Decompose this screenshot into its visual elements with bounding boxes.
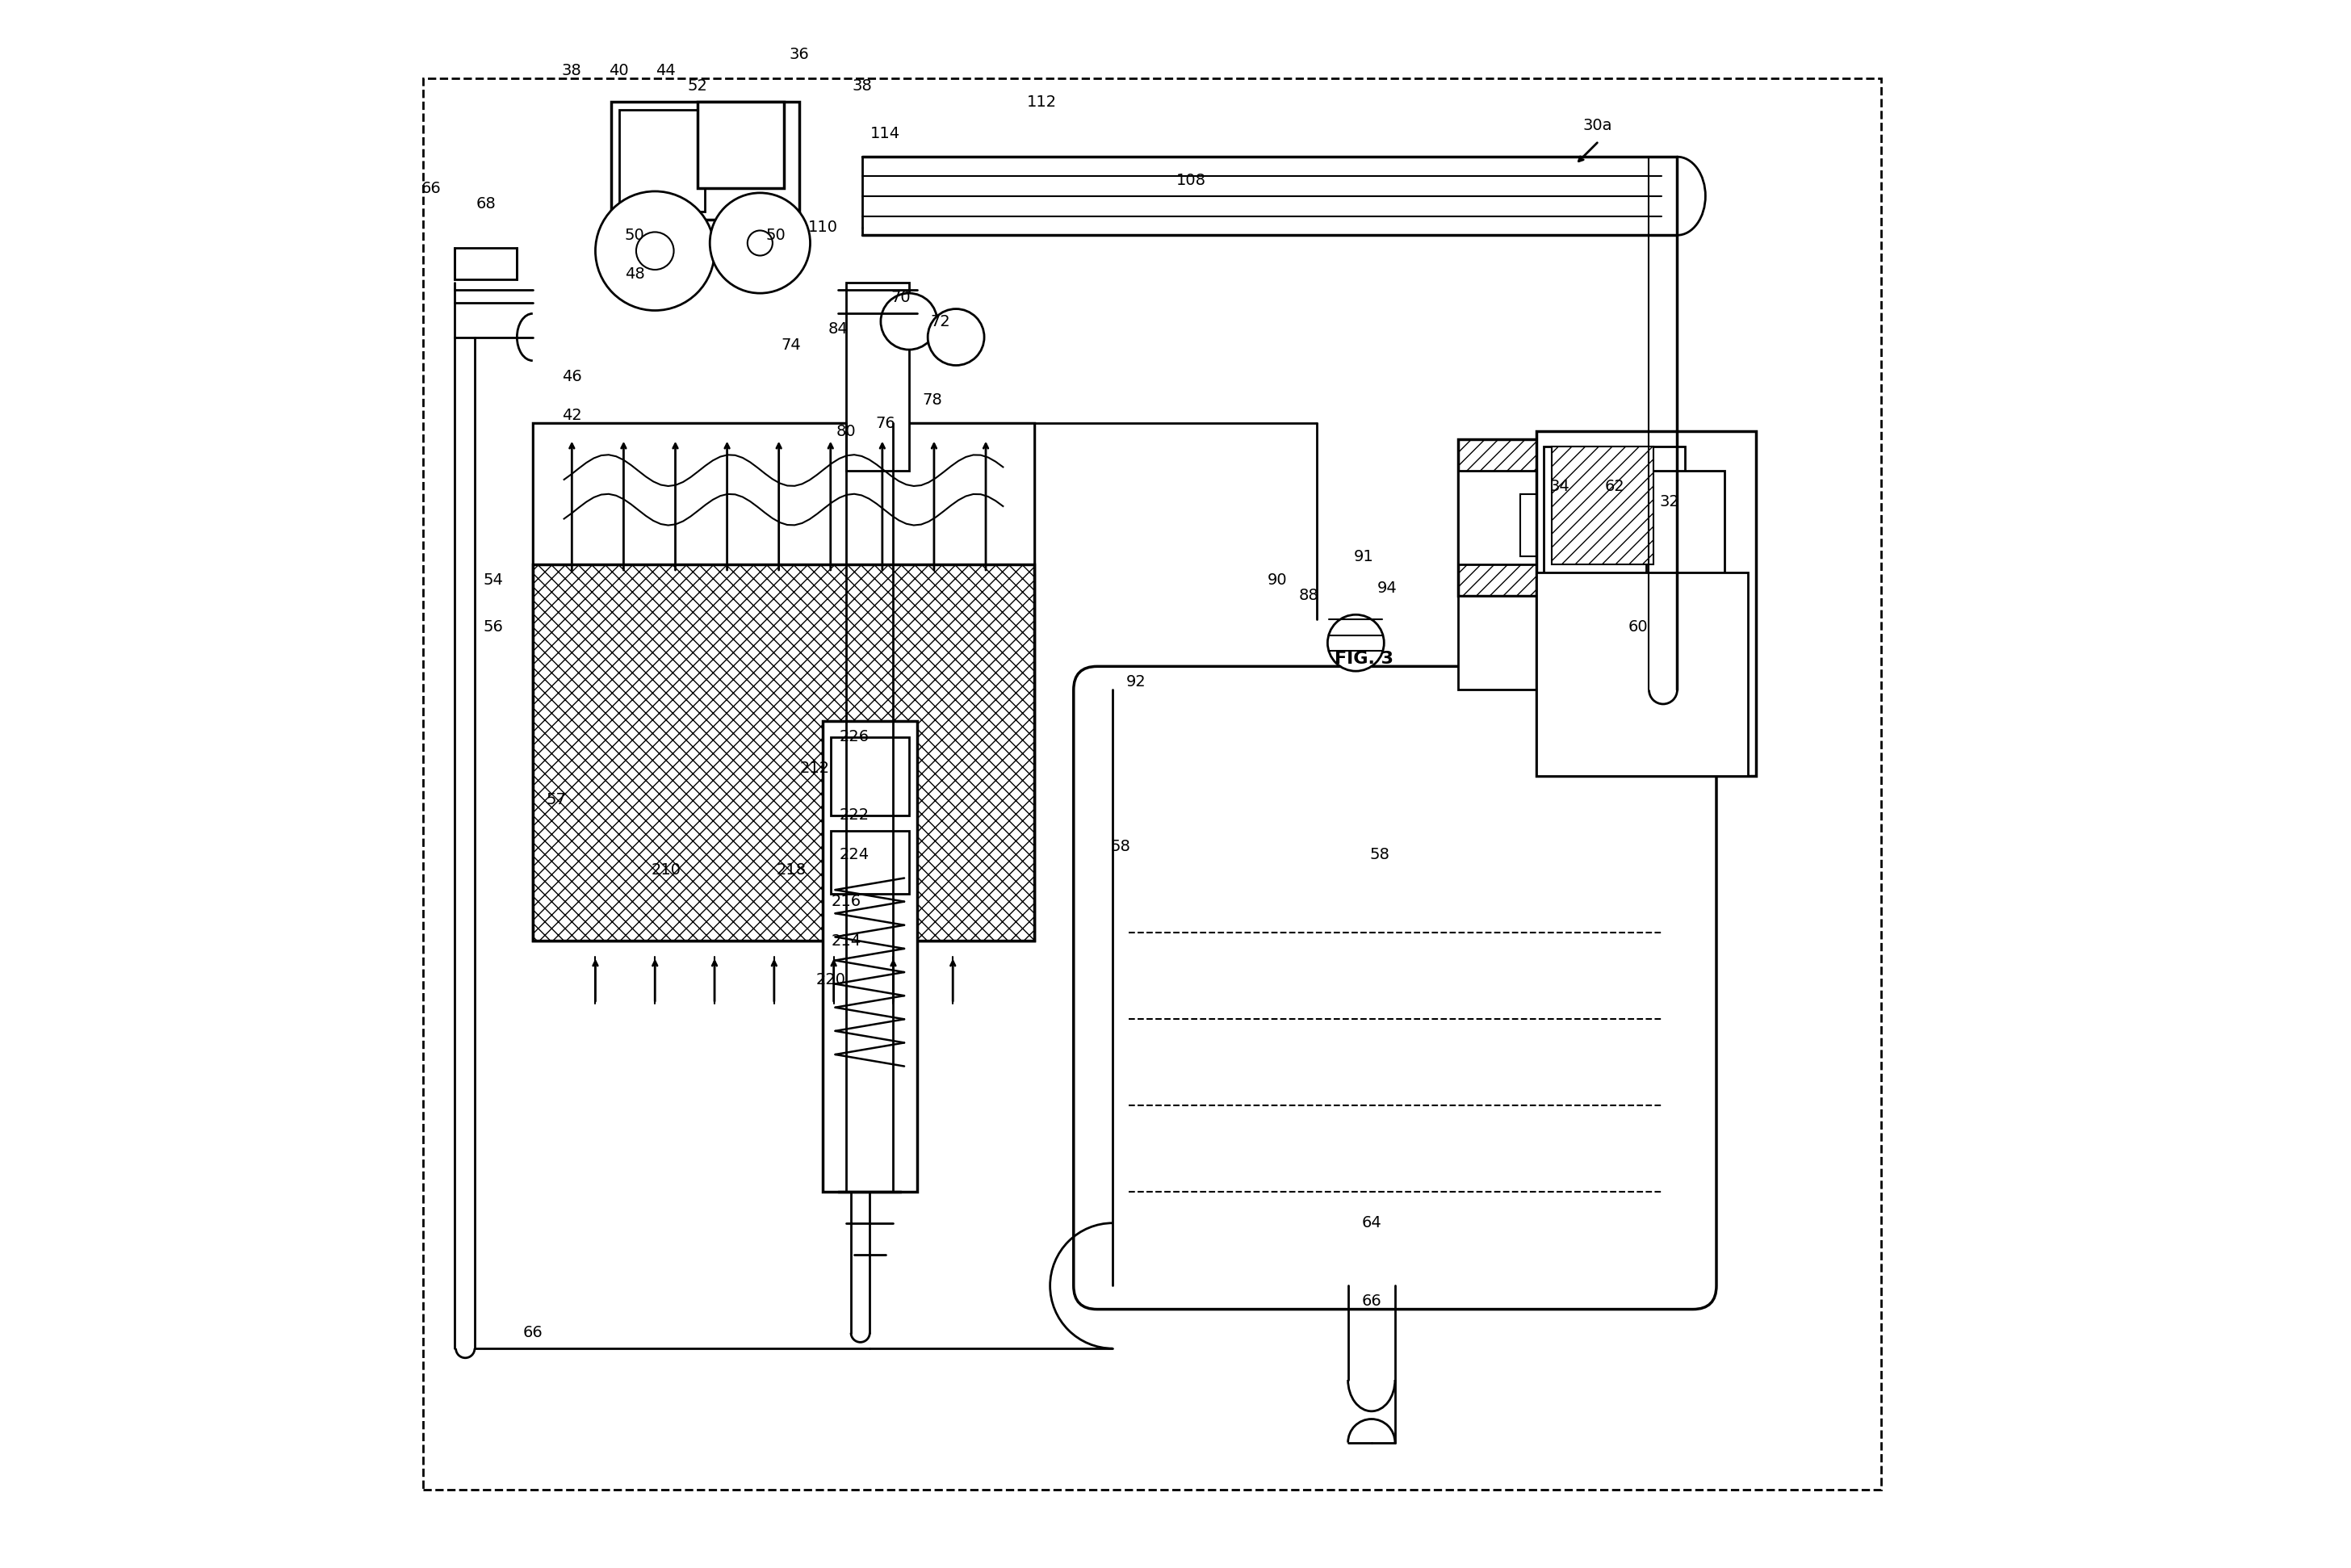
Bar (698, 102, 783, 188)
Text: 220: 220 (816, 972, 846, 988)
Bar (534, 423, 1034, 941)
Text: 60: 60 (1629, 619, 1648, 635)
Text: 226: 226 (839, 729, 870, 745)
Text: 46: 46 (562, 368, 581, 384)
Bar (611, 102, 799, 220)
Bar (823, 721, 917, 1192)
Text: 42: 42 (562, 408, 581, 423)
Text: 210: 210 (651, 862, 682, 878)
Text: 50: 50 (766, 227, 785, 243)
Text: 222: 222 (839, 808, 870, 823)
Text: 66: 66 (522, 1325, 543, 1341)
Text: 58: 58 (1368, 847, 1389, 862)
Text: 80: 80 (837, 423, 856, 439)
Bar (534, 423, 1034, 564)
Bar (1545, 447, 1686, 588)
Text: 62: 62 (1603, 478, 1625, 494)
Text: 94: 94 (1378, 580, 1396, 596)
Bar (454, 248, 517, 279)
Text: 78: 78 (922, 392, 943, 408)
Bar (1552, 447, 1653, 564)
Text: 74: 74 (781, 337, 802, 353)
Bar (830, 737, 910, 815)
Text: 70: 70 (891, 290, 912, 306)
FancyBboxPatch shape (1074, 666, 1716, 1309)
Circle shape (637, 232, 675, 270)
Bar (534, 564, 1034, 941)
Text: 66: 66 (421, 180, 440, 196)
Text: 40: 40 (609, 63, 628, 78)
Text: FIG. 3: FIG. 3 (1333, 651, 1394, 666)
Circle shape (882, 293, 938, 350)
Text: 44: 44 (656, 63, 677, 78)
Bar (618, 110, 705, 212)
Text: 214: 214 (832, 933, 860, 949)
Circle shape (1328, 615, 1385, 671)
Bar (1646, 470, 1723, 721)
Text: 224: 224 (839, 847, 870, 862)
Text: 88: 88 (1298, 588, 1319, 604)
Text: 32: 32 (1660, 494, 1679, 510)
Text: 92: 92 (1126, 674, 1147, 690)
Text: 30a: 30a (1582, 118, 1613, 133)
Text: 112: 112 (1027, 94, 1058, 110)
Text: 114: 114 (870, 125, 900, 141)
Text: 48: 48 (625, 267, 644, 282)
Circle shape (710, 193, 811, 293)
Text: 66: 66 (1361, 1294, 1382, 1309)
Bar (1458, 596, 1709, 690)
Text: 52: 52 (686, 78, 708, 94)
Text: 38: 38 (851, 78, 872, 94)
Text: 56: 56 (484, 619, 503, 635)
Bar (1458, 439, 1646, 596)
Bar (846, 282, 910, 470)
Text: 50: 50 (625, 227, 644, 243)
Text: 72: 72 (931, 314, 950, 329)
Text: 68: 68 (475, 196, 496, 212)
Text: 218: 218 (776, 862, 806, 878)
Text: 90: 90 (1267, 572, 1288, 588)
Text: 58: 58 (1110, 839, 1131, 855)
Text: 212: 212 (799, 760, 830, 776)
Text: 64: 64 (1361, 1215, 1382, 1231)
Bar (830, 831, 910, 894)
Circle shape (595, 191, 715, 310)
Text: 84: 84 (828, 321, 849, 337)
Bar (1535, 572, 1747, 776)
Text: 110: 110 (809, 220, 837, 235)
Text: 108: 108 (1176, 172, 1206, 188)
Text: 216: 216 (832, 894, 860, 909)
Text: 57: 57 (545, 792, 567, 808)
Text: 54: 54 (484, 572, 503, 588)
Circle shape (929, 309, 985, 365)
Bar (1521, 494, 1582, 557)
Text: 36: 36 (790, 47, 809, 63)
Text: 38: 38 (562, 63, 581, 78)
Bar (1458, 470, 1615, 564)
Bar (1535, 431, 1756, 776)
Text: 76: 76 (875, 416, 896, 431)
Text: 34: 34 (1549, 478, 1570, 494)
Text: 91: 91 (1354, 549, 1373, 564)
